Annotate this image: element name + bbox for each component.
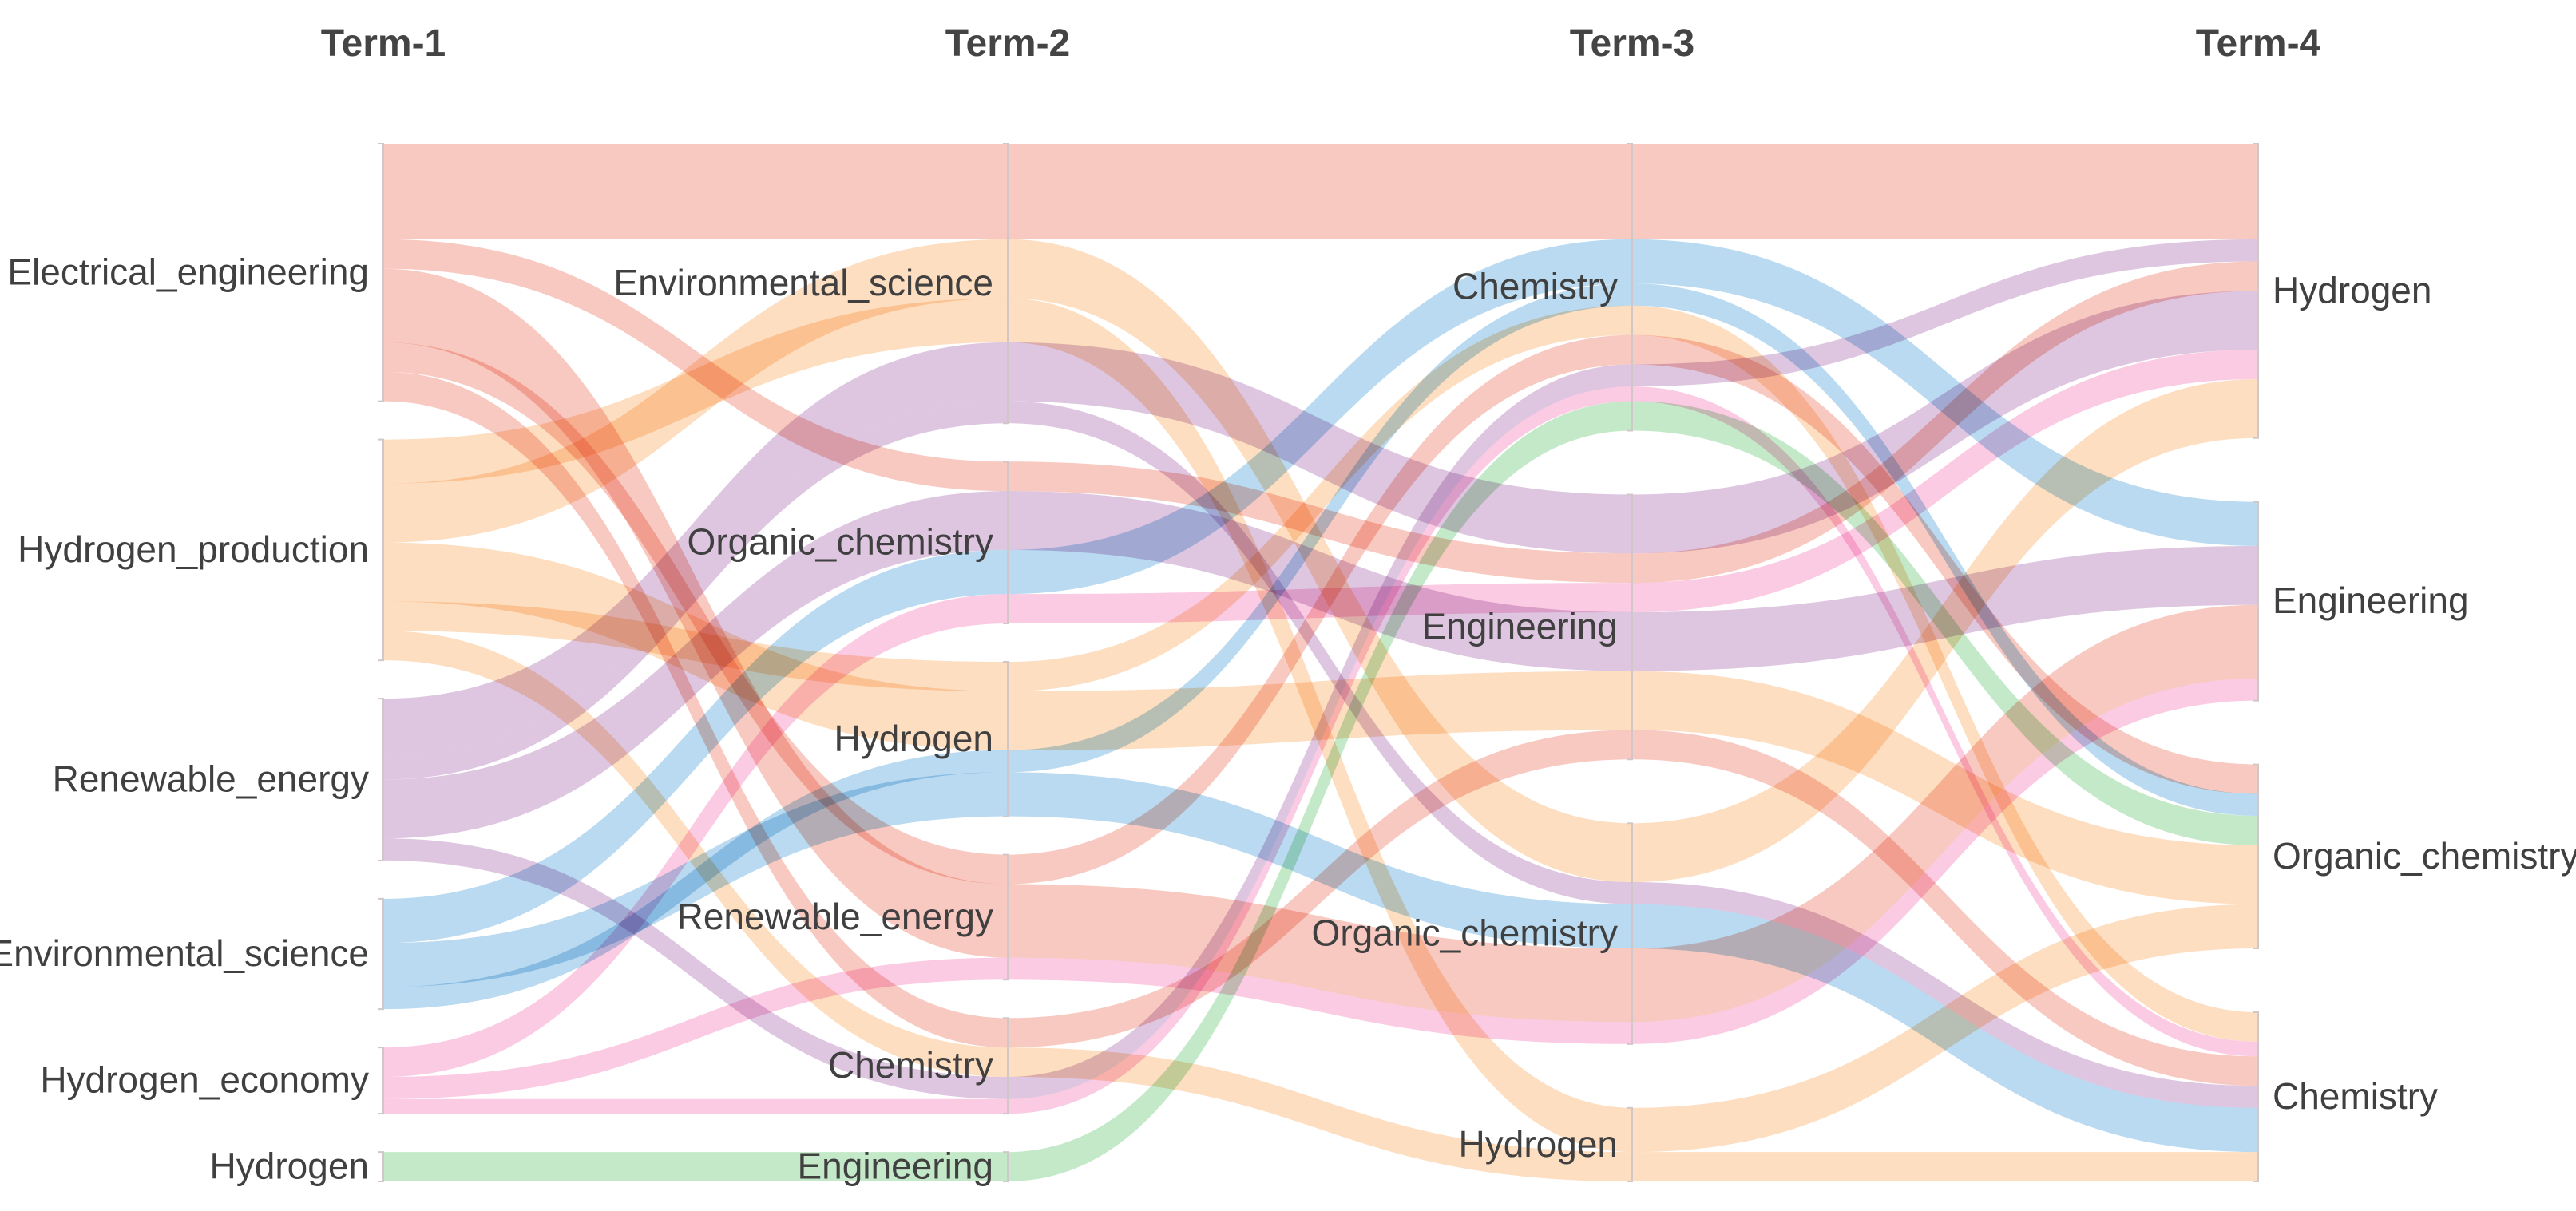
flow-ribbon-electrical-engineering xyxy=(1008,144,1632,239)
flow-ribbon-environmental-science xyxy=(1008,239,1632,595)
flow-ribbon-hydrogen-production xyxy=(1632,671,2258,904)
node-axis xyxy=(378,698,384,861)
node-axis xyxy=(2253,143,2259,439)
column-title-term-2: Term-2 xyxy=(945,22,1071,65)
node-axis xyxy=(1627,822,1633,1045)
flow-ribbon-renewable-energy xyxy=(1008,401,1632,904)
node-axis xyxy=(1627,1106,1633,1182)
node-axis xyxy=(1003,461,1009,625)
flow-ribbon-hydrogen-economy xyxy=(383,957,1008,1099)
node-axis xyxy=(1003,1151,1009,1182)
flow-ribbon-electrical-engineering xyxy=(1008,730,1632,1048)
node-axis xyxy=(1003,143,1009,425)
flow-ribbon-renewable-energy xyxy=(1632,882,2258,1108)
flow-ribbon-renewable-energy xyxy=(383,491,1008,839)
node-label-t1-ee: Electrical_engineering xyxy=(7,251,369,292)
flow-ribbon-electrical-engineering xyxy=(1632,334,2258,794)
flow-ribbon-hydrogen-production xyxy=(1632,1152,2258,1181)
flow-ribbon-renewable-energy xyxy=(1632,291,2258,554)
flow-ribbon-electrical-engineering xyxy=(1632,144,2258,239)
node-axis xyxy=(378,143,384,402)
flow-ribbon-electrical-engineering xyxy=(1632,730,2258,1086)
node-axis xyxy=(378,1047,384,1115)
node-label-t2-e: Engineering xyxy=(797,1146,993,1187)
flow-ribbon-renewable-energy xyxy=(1008,364,1632,1099)
node-label-t2-h: Hydrogen xyxy=(834,718,993,759)
flow-ribbon-hydrogen-economy xyxy=(383,594,1008,1078)
node-label-t1-re: Renewable_energy xyxy=(53,758,369,800)
flow-ribbon-environmental-science xyxy=(1008,772,1632,948)
column-title-term-1: Term-1 xyxy=(321,22,446,65)
node-label-t1-hp: Hydrogen_production xyxy=(18,528,369,570)
node-label-t3-oc: Organic_chemistry xyxy=(1312,912,1618,954)
node-axis xyxy=(1627,493,1633,761)
flow-ribbon-hydrogen-production xyxy=(383,631,1008,1078)
node-label-t4-e: Engineering xyxy=(2273,580,2469,621)
node-label-t2-re: Renewable_energy xyxy=(677,896,993,937)
flow-ribbon-renewable-energy xyxy=(1632,239,2258,387)
flow-ribbon-hydrogen-economy xyxy=(1008,386,1632,1114)
flow-ribbon-hydrogen-economy xyxy=(1008,957,1632,1044)
node-axis xyxy=(1003,661,1009,817)
column-title-term-3: Term-3 xyxy=(1570,22,1695,65)
flow-ribbon-environmental-science xyxy=(383,750,1008,1010)
flow-ribbon-environmental-science xyxy=(1008,283,1632,773)
node-label-t3-c: Chemistry xyxy=(1452,266,1618,307)
node-axis xyxy=(2253,501,2259,702)
node-axis xyxy=(2253,1011,2259,1182)
node-label-t1-he: Hydrogen_economy xyxy=(40,1059,369,1101)
node-label-t1-es: Environmental_science xyxy=(0,932,369,974)
flow-ribbon-hydrogen-production xyxy=(383,239,1008,543)
flow-ribbon-environmental-science xyxy=(383,549,1008,944)
column-title-term-4: Term-4 xyxy=(2196,22,2321,65)
node-label-t1-h: Hydrogen xyxy=(210,1146,369,1187)
node-label-t2-es: Environmental_science xyxy=(613,262,993,303)
flow-ribbon-hydrogen-economy xyxy=(383,1098,1008,1114)
node-label-t3-e: Engineering xyxy=(1421,605,1618,647)
node-label-t3-h: Hydrogen xyxy=(1459,1123,1618,1165)
flow-ribbon-hydrogen xyxy=(383,1152,1008,1181)
flow-ribbon-hydrogen-economy xyxy=(1632,350,2258,612)
flow-ribbon-environmental-science xyxy=(1632,239,2258,546)
node-axis xyxy=(1627,143,1633,432)
node-labels: Electrical_engineering Hydrogen_productio… xyxy=(0,251,2576,1186)
flow-ribbon-hydrogen xyxy=(1632,401,2258,845)
flow-ribbon-hydrogen-production xyxy=(1632,305,2258,1042)
flow-ribbon-environmental-science xyxy=(1632,283,2258,817)
node-label-t2-c: Chemistry xyxy=(828,1044,993,1086)
flow-ribbon-hydrogen-economy xyxy=(1632,678,2258,1044)
flow-ribbon-hydrogen-economy xyxy=(1008,583,1632,624)
flow-ribbon-electrical-engineering xyxy=(383,371,1008,1048)
flow-ribbon-renewable-energy xyxy=(383,401,1008,780)
flow-ribbons xyxy=(383,144,2258,1181)
node-axis xyxy=(378,1151,384,1182)
flow-ribbon-electrical-engineering xyxy=(383,144,1008,239)
flow-ribbon-renewable-energy xyxy=(383,342,1008,758)
node-label-t4-oc: Organic_chemistry xyxy=(2273,835,2576,877)
flow-ribbon-electrical-engineering xyxy=(1008,884,1632,1023)
node-axes xyxy=(378,143,2259,1182)
flow-ribbon-hydrogen-economy xyxy=(1632,386,2258,1057)
node-axis xyxy=(378,897,384,1011)
node-label-t2-oc: Organic_chemistry xyxy=(688,521,993,563)
node-label-t4-c: Chemistry xyxy=(2273,1075,2438,1117)
flow-ribbon-hydrogen-production xyxy=(1008,305,1632,691)
flow-ribbon-electrical-engineering xyxy=(383,342,1008,885)
node-axis xyxy=(1003,1017,1009,1115)
flow-ribbon-hydrogen xyxy=(1008,401,1632,1181)
flow-ribbon-environmental-science xyxy=(1632,904,2258,1153)
node-label-t4-h: Hydrogen xyxy=(2273,269,2431,311)
flow-ribbon-hydrogen-production xyxy=(1008,671,1632,750)
node-axis xyxy=(378,438,384,662)
flow-ribbon-renewable-energy xyxy=(383,838,1008,1099)
column-titles: Term-1 Term-2 Term-3 Term-4 xyxy=(321,22,2321,65)
node-axis xyxy=(2253,763,2259,949)
node-axis xyxy=(1003,853,1009,981)
